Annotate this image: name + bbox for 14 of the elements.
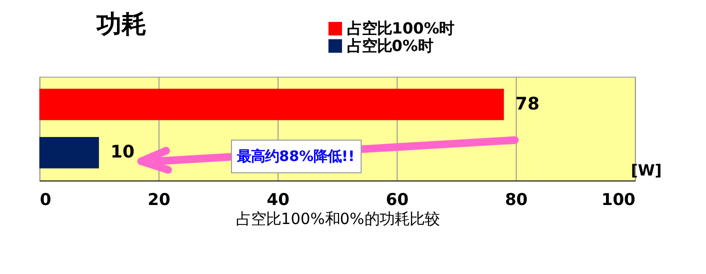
data-label: 78 (515, 94, 540, 114)
annotation: [W] (630, 162, 662, 180)
x-tick-label: 80 (504, 190, 528, 209)
x-tick-label: 40 (266, 190, 290, 209)
chart-title: 功耗 (96, 10, 147, 39)
annotation: 最高约88%降低!! (236, 148, 355, 166)
x-axis-title: 占空比100%和0%的功耗比较 (236, 210, 440, 228)
legend-label: 占空比100%时 (346, 19, 454, 38)
x-tick-label: 20 (148, 190, 170, 209)
legend-label: 占空比0%时 (346, 36, 433, 55)
x-tick-label: 100 (601, 190, 636, 209)
data-label: 10 (110, 142, 134, 163)
x-tick-label: 0 (40, 190, 52, 209)
x-tick-label: 60 (386, 190, 409, 209)
